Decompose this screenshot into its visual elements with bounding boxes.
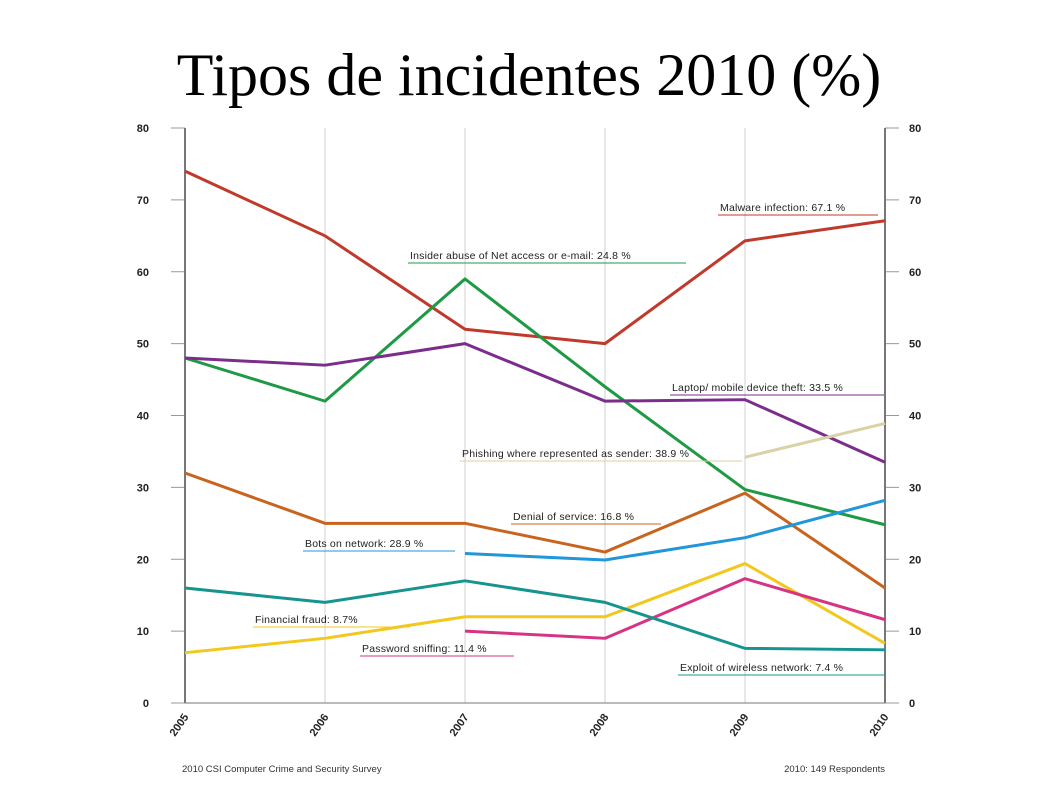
series-line-6: [464, 498, 886, 562]
y-tick-label-right: 40: [909, 411, 921, 423]
y-tick-label-right: 30: [909, 482, 921, 494]
series-line-2: [184, 277, 886, 527]
y-tick-label-right: 10: [909, 626, 921, 638]
series-line-1: [184, 169, 886, 346]
series-annotation-3: Laptop/ mobile device theft: 33.5 %: [672, 382, 843, 394]
y-tick-label-right: 70: [909, 195, 921, 207]
slide-title: Tipos de incidentes 2010 (%): [176, 42, 882, 108]
y-tick-label-left: 0: [143, 698, 149, 710]
series-annotation-1: Malware infection: 67.1 %: [720, 202, 845, 214]
footer-respondents: 2010: 149 Respondents: [784, 764, 885, 775]
x-tick-label: 2009: [728, 712, 752, 739]
series-lines: [184, 169, 886, 655]
grid: [171, 127, 899, 704]
chart-footer: 2010 CSI Computer Crime and Security Sur…: [182, 764, 885, 775]
series-line-9: [184, 579, 886, 652]
series-annotation-4: Phishing where represented as sender: 38…: [462, 448, 689, 460]
footer-source: 2010 CSI Computer Crime and Security Sur…: [182, 764, 382, 775]
series-line-5: [184, 471, 886, 590]
series-annotations: Malware infection: 67.1 % Insider abuse o…: [253, 202, 886, 676]
series-annotation-5: Denial of service: 16.8 %: [513, 511, 634, 523]
y-tick-label-left: 70: [137, 195, 149, 207]
series-line-8: [464, 577, 886, 640]
y-tick-label-left: 20: [137, 554, 149, 566]
series-line-4: [744, 421, 886, 459]
series-annotation-7: Financial fraud: 8.7%: [255, 614, 358, 626]
series-annotation-8: Password sniffing: 11.4 %: [362, 643, 487, 655]
y-tick-label-right: 60: [909, 267, 921, 279]
y-tick-label-left: 50: [137, 339, 149, 351]
y-tick-label-left: 10: [137, 626, 149, 638]
y-tick-label-left: 40: [137, 411, 149, 423]
x-tick-label: 2010: [868, 712, 892, 739]
series-line-7: [184, 562, 886, 655]
series-annotation-9: Exploit of wireless network: 7.4 %: [680, 662, 843, 674]
y-tick-label-right: 80: [909, 123, 921, 135]
x-tick-label: 2006: [308, 712, 332, 739]
series-line-3: [184, 342, 886, 464]
y-tick-label-right: 20: [909, 554, 921, 566]
series-annotation-2: Insider abuse of Net access or e-mail: 2…: [410, 250, 631, 262]
x-tick-label: 2008: [588, 712, 612, 739]
y-tick-label-left: 80: [137, 123, 149, 135]
y-tick-label-left: 60: [137, 267, 149, 279]
y-tick-label-right: 50: [909, 339, 921, 351]
y-tick-label-left: 30: [137, 482, 149, 494]
x-tick-label: 2005: [168, 712, 192, 739]
series-annotation-6: Bots on network: 28.9 %: [305, 538, 423, 550]
x-tick-label: 2007: [448, 712, 472, 739]
y-tick-label-right: 0: [909, 698, 915, 710]
